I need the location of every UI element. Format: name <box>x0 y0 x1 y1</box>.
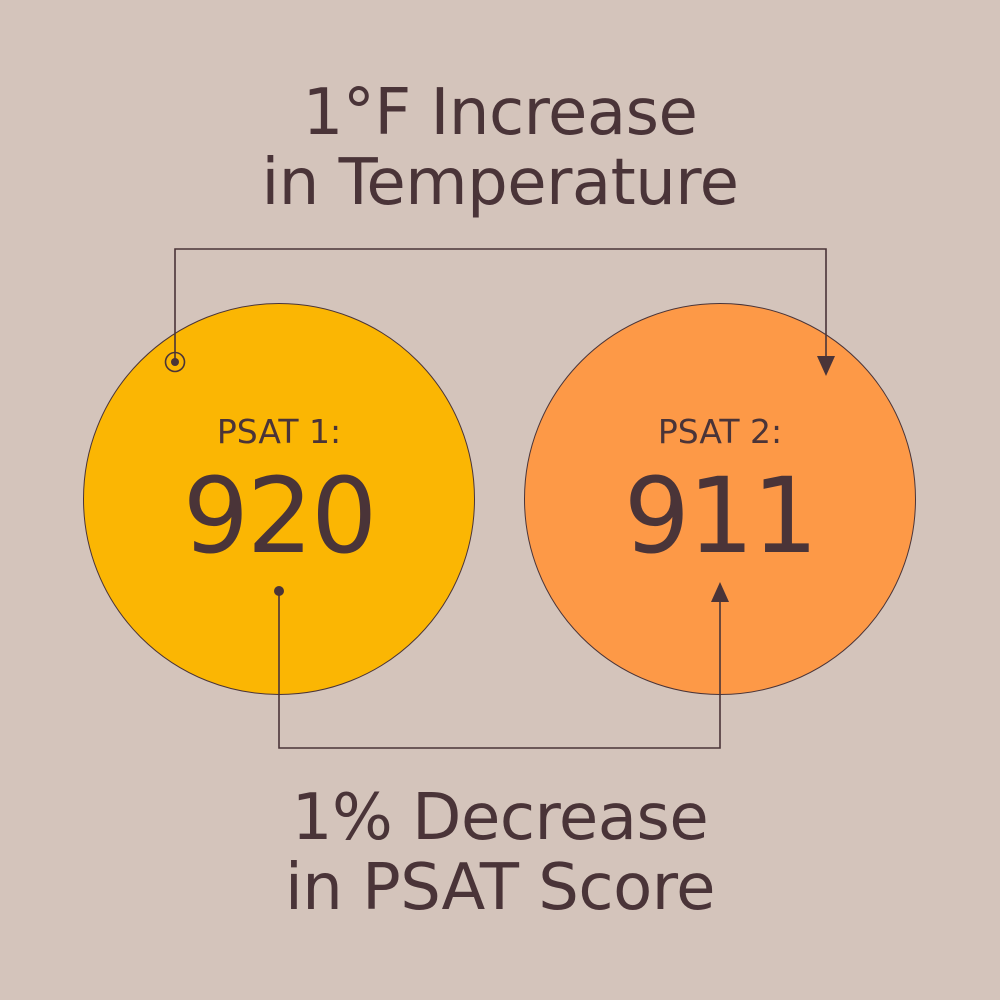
temperature-connector-ring <box>164 351 186 373</box>
score-heading-line2: in PSAT Score <box>284 851 716 925</box>
score-connector-arrowhead <box>711 582 729 602</box>
temperature-connector-dot <box>171 358 179 366</box>
score-connector-line <box>278 591 721 749</box>
score-heading: 1% Decrease in PSAT Score <box>0 783 1000 923</box>
psat1-score: 920 <box>182 455 378 577</box>
psat1-label: PSAT 1: <box>216 412 342 451</box>
temperature-heading-line1: 1°F Increase <box>302 76 698 150</box>
psat2-label: PSAT 2: <box>657 412 783 451</box>
psat2-score: 911 <box>623 455 819 577</box>
score-heading-line1: 1% Decrease <box>291 781 709 855</box>
temperature-connector-line <box>174 248 827 362</box>
temperature-heading-line2: in Temperature <box>261 146 739 220</box>
temperature-heading: 1°F Increase in Temperature <box>0 78 1000 218</box>
score-connector-dot <box>274 586 284 596</box>
temperature-connector-arrowhead <box>817 356 835 376</box>
